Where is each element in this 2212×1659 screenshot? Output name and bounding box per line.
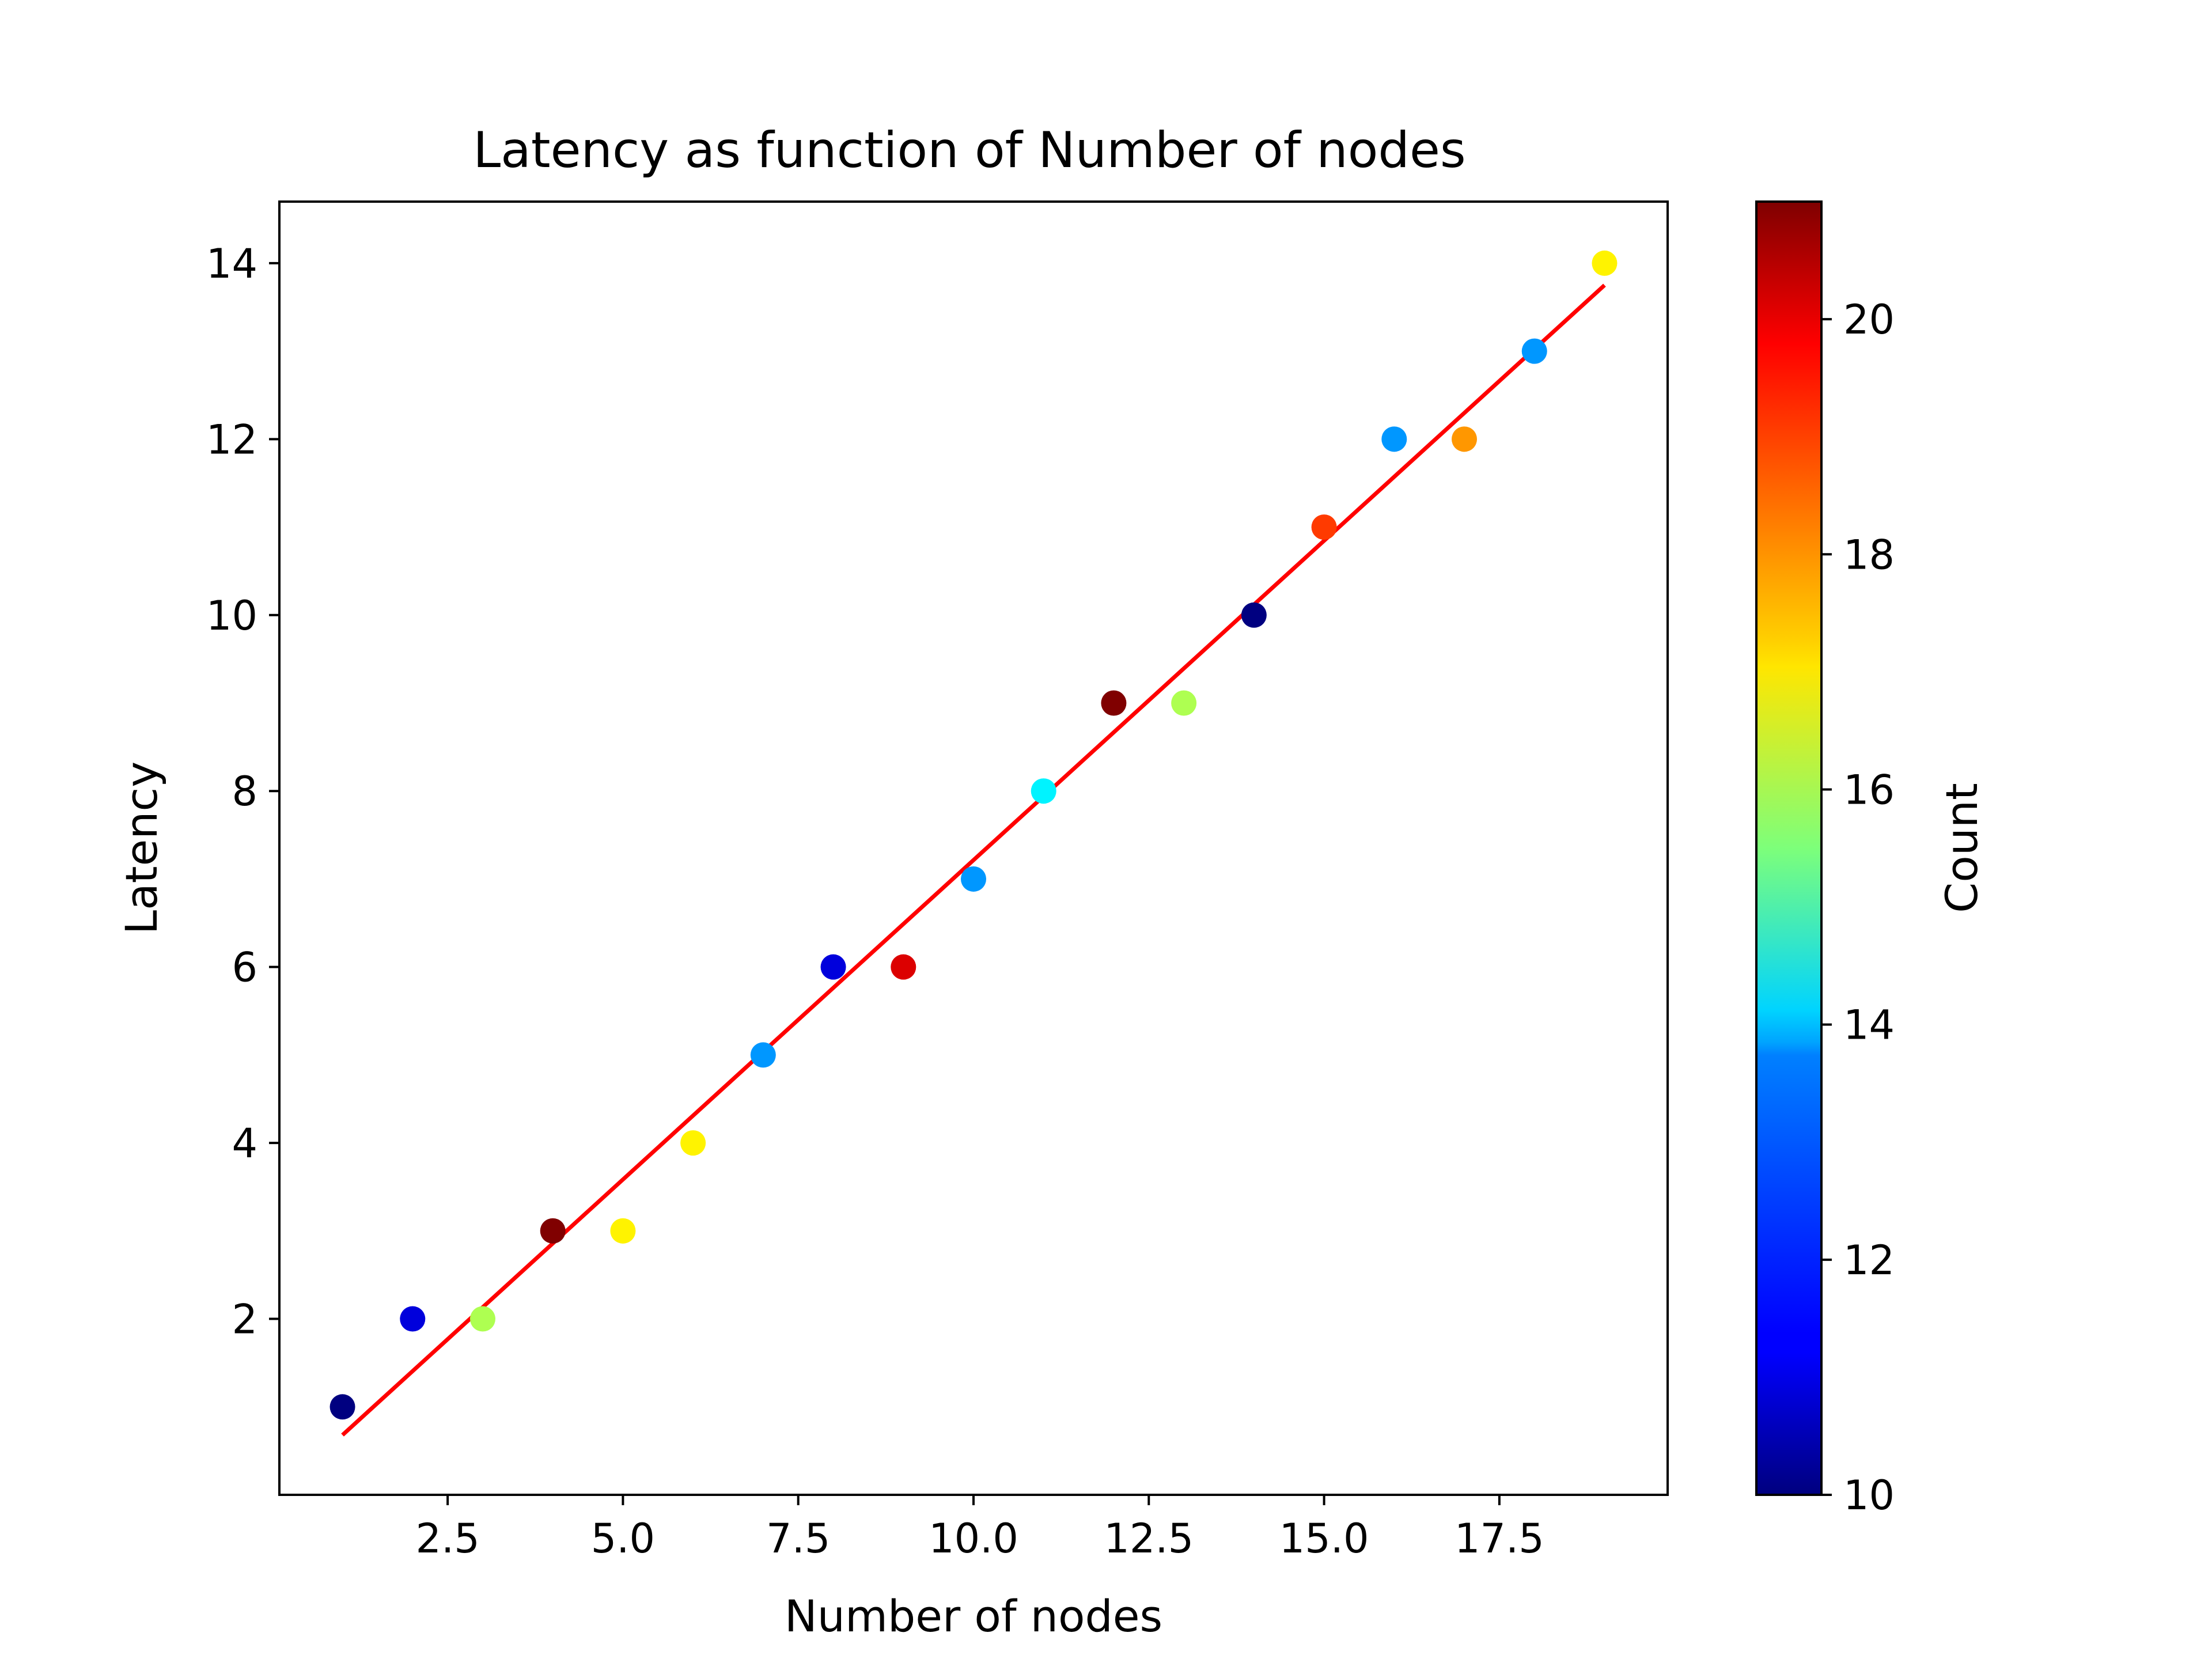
colorbar-tick-label: 18	[1843, 531, 1895, 578]
y-axis-label: Latency	[116, 762, 167, 934]
x-tick-label: 5.0	[591, 1515, 655, 1562]
data-point	[961, 866, 986, 892]
y-tick-label: 8	[232, 768, 257, 815]
x-tick-label: 12.5	[1104, 1515, 1194, 1562]
colorbar-tick-label: 12	[1843, 1237, 1895, 1284]
y-tick-label: 14	[206, 240, 257, 287]
x-tick-label: 7.5	[766, 1515, 830, 1562]
data-point	[1171, 690, 1197, 716]
y-tick-label: 12	[206, 416, 257, 463]
colorbar-ticks: 10 12 14 16 18 20	[1821, 296, 1895, 1519]
y-tick-label: 10	[206, 592, 257, 639]
y-tick-label: 4	[232, 1120, 257, 1167]
y-tick-label: 2	[232, 1296, 257, 1343]
colorbar-tick-label: 16	[1843, 766, 1895, 813]
data-point	[820, 954, 846, 980]
data-point	[1521, 338, 1547, 364]
data-point	[1101, 690, 1127, 716]
scatter-points	[329, 250, 1618, 1420]
data-point	[1311, 514, 1337, 540]
x-tick-label: 2.5	[415, 1515, 479, 1562]
colorbar	[1755, 200, 1823, 1496]
x-tick-label: 17.5	[1455, 1515, 1544, 1562]
data-point	[469, 1306, 495, 1332]
data-point	[891, 954, 916, 980]
chart-title: Latency as function of Number of nodes	[473, 122, 1465, 179]
x-axis-ticks: 2.5 5.0 7.5 10.0 12.5 15.0 17.5	[415, 1495, 1544, 1562]
colorbar-tick-label: 20	[1843, 296, 1895, 343]
data-point	[750, 1042, 776, 1068]
data-point	[610, 1218, 636, 1244]
data-point	[400, 1306, 426, 1332]
data-point	[1381, 426, 1407, 452]
data-point	[1031, 778, 1056, 804]
colorbar-label: Count	[1936, 783, 1987, 913]
data-point	[329, 1394, 355, 1420]
colorbar-tick-label: 10	[1843, 1472, 1895, 1519]
data-point	[680, 1130, 706, 1156]
x-tick-label: 15.0	[1279, 1515, 1369, 1562]
x-axis-label: Number of nodes	[785, 1590, 1162, 1642]
colorbar-tick-label: 14	[1843, 1002, 1895, 1049]
data-point	[1592, 250, 1618, 276]
y-axis-ticks: 2 4 6 8 10 12 14	[206, 240, 279, 1343]
data-point	[1452, 426, 1478, 452]
data-point	[540, 1218, 566, 1244]
data-point	[1241, 602, 1267, 628]
y-tick-label: 6	[232, 944, 257, 991]
x-tick-label: 10.0	[929, 1515, 1018, 1562]
